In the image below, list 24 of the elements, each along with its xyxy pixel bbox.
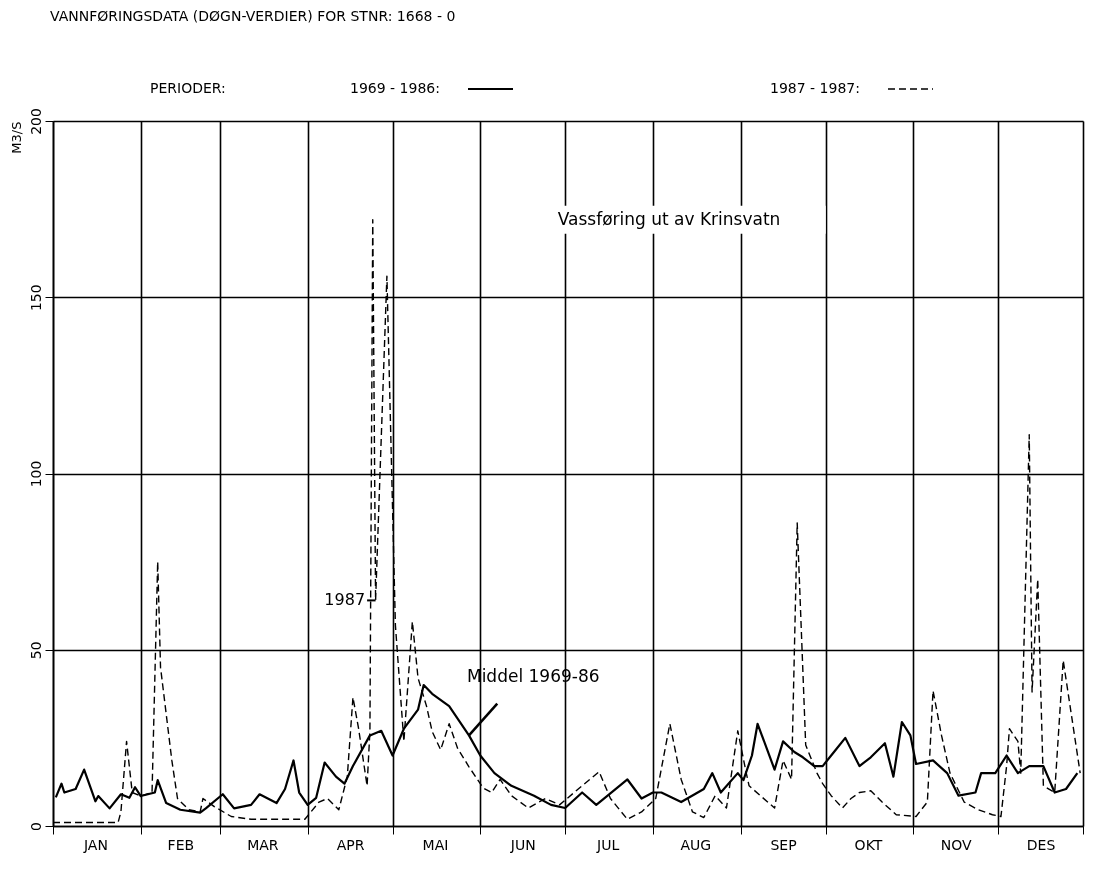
annotation: 1987 bbox=[324, 590, 366, 610]
x-tick-label: AUG bbox=[680, 836, 712, 853]
x-tick-label: SEP bbox=[770, 836, 797, 853]
legend-title: PERIODER: bbox=[150, 80, 226, 96]
y-tick-label: 150 bbox=[27, 284, 44, 312]
legend-label: 1969 - 1986: bbox=[350, 80, 440, 96]
y-tick-label: 0 bbox=[27, 822, 44, 831]
x-tick-label: NOV bbox=[940, 836, 972, 853]
x-tick-label: APR bbox=[336, 836, 365, 853]
x-tick-label: DES bbox=[1026, 836, 1056, 853]
x-tick-label: FEB bbox=[167, 836, 195, 853]
x-tick-label: MAI bbox=[422, 836, 449, 853]
y-tick-label: 50 bbox=[27, 641, 44, 660]
legend-label: 1987 - 1987: bbox=[770, 80, 860, 96]
x-tick-label: JAN bbox=[82, 836, 108, 853]
chart-title: VANNFØRINGSDATA (DØGN-VERDIER) FOR STNR: 1668 - 0 bbox=[50, 8, 456, 24]
x-tick-label: JUL bbox=[596, 836, 620, 853]
annotation: Vassføring ut av Krinsvatn bbox=[557, 208, 781, 229]
y-axis-title: M3/S bbox=[8, 121, 24, 154]
x-tick-label: MAR bbox=[247, 836, 279, 853]
x-tick-label: OKT bbox=[854, 836, 883, 853]
y-tick-label: 100 bbox=[27, 460, 44, 488]
y-tick-label: 200 bbox=[27, 108, 44, 135]
x-tick-label: JUN bbox=[509, 836, 536, 853]
